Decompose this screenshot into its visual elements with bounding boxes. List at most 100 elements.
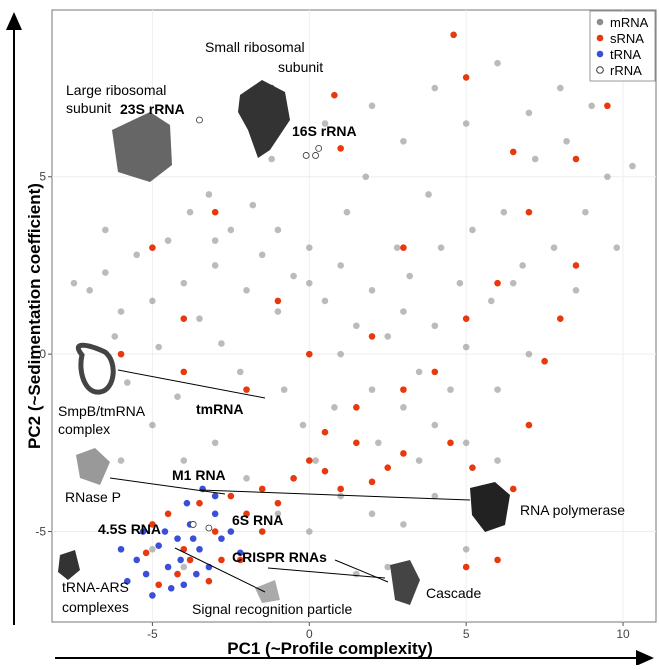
point — [243, 475, 250, 482]
point — [161, 528, 169, 535]
point — [604, 173, 611, 181]
point — [400, 386, 407, 393]
point — [218, 535, 225, 542]
annotation: 6S RNA — [232, 512, 283, 528]
point — [149, 521, 156, 528]
point — [111, 333, 119, 340]
point — [353, 570, 360, 578]
point — [249, 201, 257, 209]
point — [227, 226, 235, 234]
point — [305, 457, 313, 464]
legend-marker — [596, 34, 604, 42]
point — [337, 262, 344, 269]
point — [274, 499, 282, 507]
point — [368, 386, 376, 393]
y-tick-label: 5 — [39, 170, 46, 184]
point — [400, 137, 407, 145]
point — [86, 286, 93, 294]
point — [321, 428, 329, 436]
annotation: complex — [58, 421, 110, 437]
point — [525, 109, 533, 117]
point — [312, 457, 319, 464]
legend-label: sRNA — [610, 31, 644, 46]
annotation: RNase P — [65, 489, 121, 505]
rna-polymerase — [470, 482, 510, 532]
legend-label: tRNA — [610, 47, 641, 62]
point — [353, 404, 360, 411]
point — [139, 528, 147, 535]
point — [400, 450, 407, 457]
point — [227, 492, 235, 500]
point — [494, 457, 501, 464]
point — [290, 475, 297, 482]
point — [180, 368, 188, 376]
point — [142, 570, 150, 578]
point — [196, 116, 203, 124]
point — [541, 357, 548, 365]
large-subunit — [112, 112, 172, 182]
x-tick-label: 10 — [616, 627, 630, 641]
point — [243, 386, 250, 393]
point — [494, 279, 501, 287]
point — [205, 577, 213, 585]
annotations: Large ribosomal subunit 23S rRNA Small ribo… — [58, 39, 625, 617]
point — [211, 510, 219, 518]
point — [290, 272, 297, 280]
point — [164, 237, 172, 244]
point — [462, 315, 470, 322]
point — [177, 556, 184, 564]
point — [337, 485, 344, 493]
point — [494, 59, 501, 67]
point — [268, 155, 275, 163]
point — [274, 226, 282, 234]
point — [447, 439, 454, 447]
annotation: 23S rRNA — [120, 101, 185, 117]
annotation: Cascade — [426, 585, 481, 601]
point — [494, 556, 501, 564]
point — [353, 439, 360, 447]
point — [487, 297, 495, 305]
legend-marker — [596, 18, 604, 26]
point — [211, 262, 219, 269]
legend-marker — [596, 50, 604, 58]
point — [368, 102, 376, 110]
point — [368, 286, 376, 294]
annotation: subunit — [278, 59, 323, 75]
cascade — [390, 560, 420, 605]
point — [299, 421, 307, 429]
point — [243, 510, 250, 518]
point — [425, 191, 432, 198]
point — [149, 297, 156, 305]
leader — [199, 489, 471, 501]
point — [174, 535, 181, 542]
annotation: RNA polymerase — [520, 502, 625, 518]
point — [189, 521, 197, 528]
point — [368, 333, 376, 340]
point — [211, 439, 219, 447]
point — [117, 308, 125, 315]
annotation: M1 RNA — [172, 467, 226, 483]
point — [70, 279, 78, 287]
point — [563, 137, 570, 145]
point — [274, 510, 282, 518]
point — [205, 524, 213, 532]
y-tick-label: 0 — [39, 347, 46, 361]
structures — [58, 80, 510, 605]
point — [180, 563, 188, 571]
point — [218, 340, 225, 347]
point — [415, 368, 423, 376]
point — [321, 120, 329, 127]
point — [462, 120, 470, 127]
rnase-p — [76, 448, 110, 485]
point — [211, 528, 219, 535]
point — [305, 350, 313, 358]
point — [180, 457, 188, 464]
annotation: complexes — [62, 599, 129, 615]
point — [509, 485, 517, 493]
annotation: Small ribosomal — [205, 39, 305, 55]
point — [337, 145, 344, 152]
grid — [52, 10, 656, 622]
annotation: 4.5S RNA — [98, 521, 161, 537]
point — [400, 244, 407, 252]
point — [462, 563, 470, 571]
